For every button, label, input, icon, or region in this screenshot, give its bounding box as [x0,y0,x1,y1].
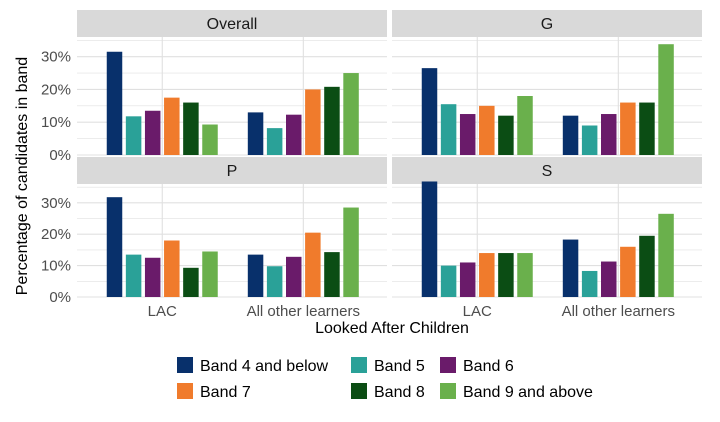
bar [183,102,199,155]
y-tick-label: 10% [41,114,71,131]
facet-strip [392,10,702,37]
bar [305,89,321,155]
y-axis-title: Percentage of candidates in band [14,57,31,295]
bar [562,239,579,297]
bar [421,68,438,155]
bar [266,128,283,155]
facet-strip-label: G [541,16,553,33]
y-tick-label: 30% [41,195,71,212]
bar [459,262,476,297]
facet-strip-label: P [227,163,238,180]
bar [601,114,617,155]
panel-background [392,184,702,297]
bar [106,51,123,155]
bar [343,73,359,155]
bar [164,240,180,297]
bar [498,115,514,155]
bar [639,235,655,297]
y-tick-label: 0% [49,289,71,306]
bar [125,116,142,155]
legend-swatch [351,357,367,373]
y-tick-label: 20% [41,81,71,98]
y-tick-label: 10% [41,258,71,275]
facet-strip [392,157,702,184]
bar [144,257,161,297]
bar [106,197,123,297]
bar [286,114,302,155]
bar [459,114,476,155]
legend-label: Band 7 [200,384,251,401]
bar [581,125,598,155]
bar [517,253,533,297]
bar [324,86,340,155]
bar [562,115,579,155]
bar [164,97,180,155]
legend-swatch [351,383,367,399]
y-tick-label: 0% [49,147,71,164]
legend-label: Band 8 [374,384,425,401]
facet-panel-2: P 0% 10% 20% 30% LAC All other learners [41,157,387,320]
y-tick-label: 30% [41,49,71,66]
facet-strip-label: S [542,163,553,180]
bar [581,270,598,297]
legend-swatch [440,357,456,373]
bar [125,254,142,297]
bar [305,232,321,297]
bar [183,267,199,297]
legend-label: Band 5 [374,358,425,375]
x-tick-label: All other learners [247,303,360,320]
bar [658,44,674,155]
bar [266,266,283,297]
facet-strip [77,10,387,37]
legend-swatch [177,357,193,373]
bar [343,207,359,297]
bar [286,256,302,297]
y-tick-label: 20% [41,226,71,243]
legend-label: Band 4 and below [200,358,329,375]
bar [479,105,495,155]
bar [440,104,457,155]
x-tick-label: LAC [148,303,177,320]
bar [658,213,674,297]
facet-strip-label: Overall [207,16,258,33]
bar [620,102,636,155]
panel-background [392,37,702,155]
legend-label: Band 6 [463,358,514,375]
legend-swatch [177,383,193,399]
bar [144,110,161,155]
x-tick-label: LAC [463,303,492,320]
bar [479,253,495,297]
bar [498,253,514,297]
facet-panel-0: Overall 0% 10% 20% 30% [41,10,387,164]
legend-swatch [440,383,456,399]
bar [421,181,438,297]
bar [324,252,340,297]
bar [601,261,617,297]
facet-strip [77,157,387,184]
x-tick-label: All other learners [562,303,675,320]
bar [247,254,264,297]
bar [247,112,264,155]
bar [639,102,655,155]
bar [202,124,218,155]
bar [620,246,636,297]
panel-background [77,184,387,297]
facet-panel-1: G [392,10,702,156]
panel-background [77,37,387,155]
x-axis-title: Looked After Children [315,320,469,337]
facet-panel-3: S LAC All other learners [392,157,702,320]
bar [517,96,533,155]
bar [202,251,218,297]
panels-layer: Overall 0% 10% 20% 30% G P 0% 10% 20% 30% LAC All ot… [41,10,702,320]
legend: Band 4 and below Band 5 Band 6 Band 7 Band 8… [177,357,593,401]
legend-label: Band 9 and above [463,384,593,401]
bar [440,265,457,297]
